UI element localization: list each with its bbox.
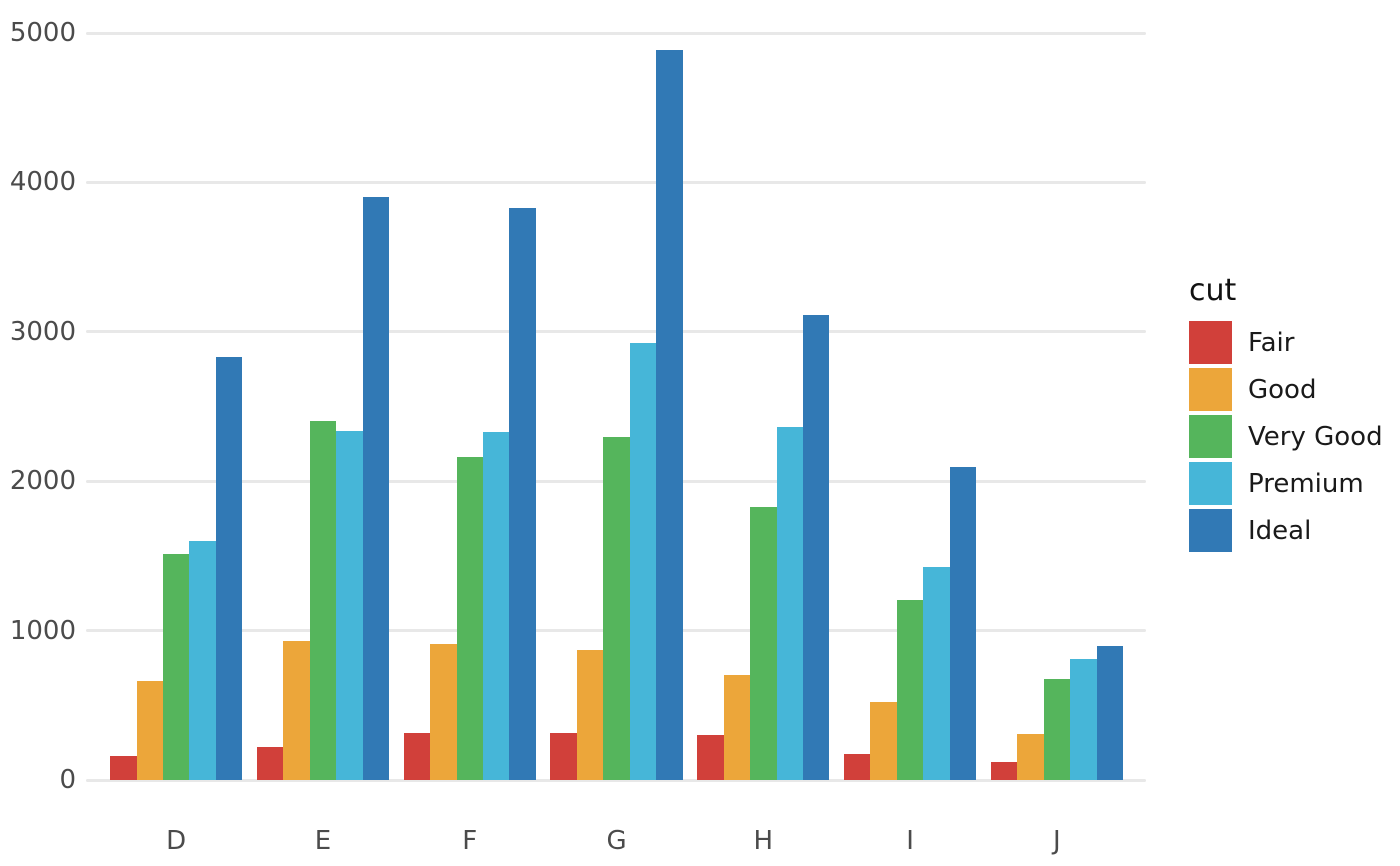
x-tick-label: G bbox=[606, 826, 627, 856]
y-tick-label: 5000 bbox=[9, 18, 76, 48]
bar-H-good bbox=[724, 675, 750, 780]
legend-item: Ideal bbox=[1189, 509, 1383, 552]
bar-H-fair bbox=[697, 735, 724, 780]
y-tick-label: 1000 bbox=[9, 615, 76, 646]
bar-J-premium bbox=[1070, 659, 1097, 780]
gridline bbox=[86, 31, 1146, 35]
legend-swatch bbox=[1189, 368, 1232, 411]
gridline bbox=[86, 330, 1146, 334]
bar-D-ideal bbox=[216, 357, 242, 780]
bar-D-premium bbox=[189, 541, 216, 780]
x-tick-label: F bbox=[462, 826, 478, 856]
bar-I-premium bbox=[923, 567, 950, 780]
y-tick-label: 3000 bbox=[9, 316, 76, 347]
gridline bbox=[86, 180, 1146, 184]
bar-F-good bbox=[430, 644, 457, 780]
bar-E-premium bbox=[336, 431, 363, 780]
bar-E-ideal bbox=[363, 197, 389, 780]
legend-item: Very Good bbox=[1189, 415, 1383, 458]
x-tick-label: H bbox=[753, 826, 774, 856]
bar-J-good bbox=[1017, 734, 1044, 780]
bar-D-fair bbox=[110, 756, 137, 780]
bar-F-fair bbox=[404, 733, 430, 780]
legend-item-label: Fair bbox=[1248, 327, 1295, 358]
bar-I-fair bbox=[844, 754, 870, 780]
x-tick-label: D bbox=[166, 826, 187, 856]
legend-swatch bbox=[1189, 321, 1232, 364]
legend-title: cut bbox=[1189, 273, 1237, 308]
bar-E-good bbox=[283, 641, 310, 780]
bar-G-very-good bbox=[603, 437, 630, 780]
bar-I-ideal bbox=[950, 467, 976, 780]
bar-F-very-good bbox=[457, 457, 483, 780]
bar-E-fair bbox=[257, 747, 283, 780]
legend-items: Fair Good Very Good Premium Ideal bbox=[1189, 321, 1383, 552]
bar-G-ideal bbox=[656, 50, 683, 780]
bar-D-good bbox=[137, 681, 163, 780]
y-tick-label: 0 bbox=[59, 765, 76, 795]
legend-item: Fair bbox=[1189, 321, 1383, 364]
bar-I-very-good bbox=[897, 600, 923, 780]
x-tick-label: E bbox=[314, 826, 332, 856]
legend-item-label: Ideal bbox=[1248, 515, 1312, 546]
legend-item-label: Very Good bbox=[1248, 421, 1383, 452]
bar-J-ideal bbox=[1097, 646, 1123, 780]
x-tick-label: I bbox=[906, 826, 914, 856]
bar-E-very-good bbox=[310, 421, 336, 780]
bar-I-good bbox=[870, 702, 897, 780]
gridline bbox=[86, 778, 1146, 782]
bar-J-very-good bbox=[1044, 679, 1070, 780]
legend: cut Fair Good Very Good Premium Ideal bbox=[1189, 272, 1383, 556]
x-tick-label: J bbox=[1053, 826, 1061, 856]
legend-item-label: Premium bbox=[1248, 468, 1364, 499]
bar-H-premium bbox=[777, 427, 803, 780]
bar-G-fair bbox=[550, 733, 577, 780]
legend-swatch bbox=[1189, 509, 1232, 552]
bar-F-premium bbox=[483, 432, 509, 780]
legend-item: Good bbox=[1189, 368, 1383, 411]
bar-F-ideal bbox=[509, 208, 536, 780]
y-tick-label: 2000 bbox=[9, 466, 76, 497]
bar-J-fair bbox=[991, 762, 1017, 780]
legend-swatch bbox=[1189, 415, 1232, 458]
y-tick-label: 4000 bbox=[9, 167, 76, 198]
bar-D-very-good bbox=[163, 554, 189, 780]
legend-item: Premium bbox=[1189, 462, 1383, 505]
bar-G-premium bbox=[630, 343, 656, 780]
bar-H-ideal bbox=[803, 315, 829, 780]
legend-item-label: Good bbox=[1248, 374, 1317, 405]
bar-G-good bbox=[577, 650, 603, 780]
bar-H-very-good bbox=[750, 507, 777, 780]
legend-swatch bbox=[1189, 462, 1232, 505]
